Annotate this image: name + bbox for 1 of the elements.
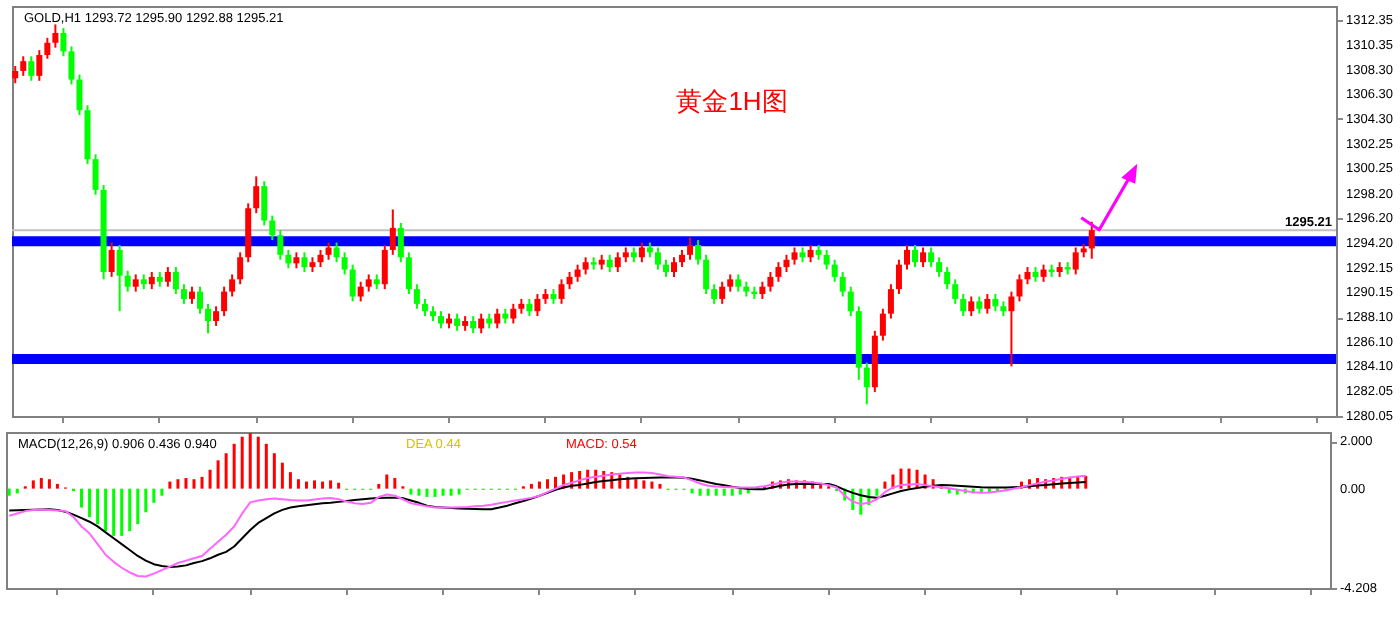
text: 黄金1H图: [676, 86, 788, 116]
